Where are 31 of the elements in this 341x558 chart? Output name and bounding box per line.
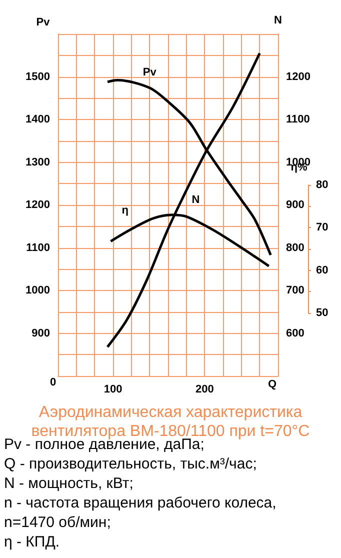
y2-axis-title: N: [274, 14, 282, 26]
y-tick-label: 1000: [26, 284, 50, 296]
y2-tick-label: 800: [286, 242, 304, 254]
y-tick-label: 1300: [26, 156, 50, 168]
y-tick-label: 1500: [26, 70, 50, 83]
x-axis-title: Q: [268, 378, 277, 390]
text: 0: [50, 376, 56, 388]
text: N - мощность, кВт;: [4, 475, 134, 492]
y3-tick-label: 60: [316, 264, 328, 276]
series-label: η: [122, 204, 129, 217]
text: Q - производительность, тыс.м³/час;: [4, 456, 257, 472]
x-tick-label: 200: [195, 384, 214, 396]
text: η - КПД.: [4, 534, 60, 550]
y-tick-label: 1200: [26, 199, 50, 211]
y-tick-label: 1100: [26, 242, 50, 254]
y2-tick-label: 900: [286, 199, 304, 211]
y2-tick-label: 1200: [286, 70, 310, 83]
y2-tick-label: 1100: [286, 114, 310, 126]
y-tick-label: 1400: [26, 114, 50, 126]
y-axis-title: Pv: [36, 16, 51, 28]
text: Аэродинамическая характеристика вентилятора ВМ-180/1100 при t=70°C: [31, 404, 310, 440]
y2-tick-label: 700: [286, 284, 304, 296]
y3-tick-label: 70: [316, 222, 328, 234]
text: n=1470 об/мин;: [4, 514, 111, 531]
series-label: N: [192, 194, 200, 206]
text: n - частота вращения рабочего колеса,: [4, 494, 276, 512]
y-tick-label: 900: [32, 327, 50, 340]
y3-tick-label: 80: [316, 179, 328, 191]
y3-tick-label: 50: [316, 307, 328, 319]
x-tick-label: 100: [104, 384, 122, 396]
y2-tick-label: 600: [286, 327, 304, 340]
